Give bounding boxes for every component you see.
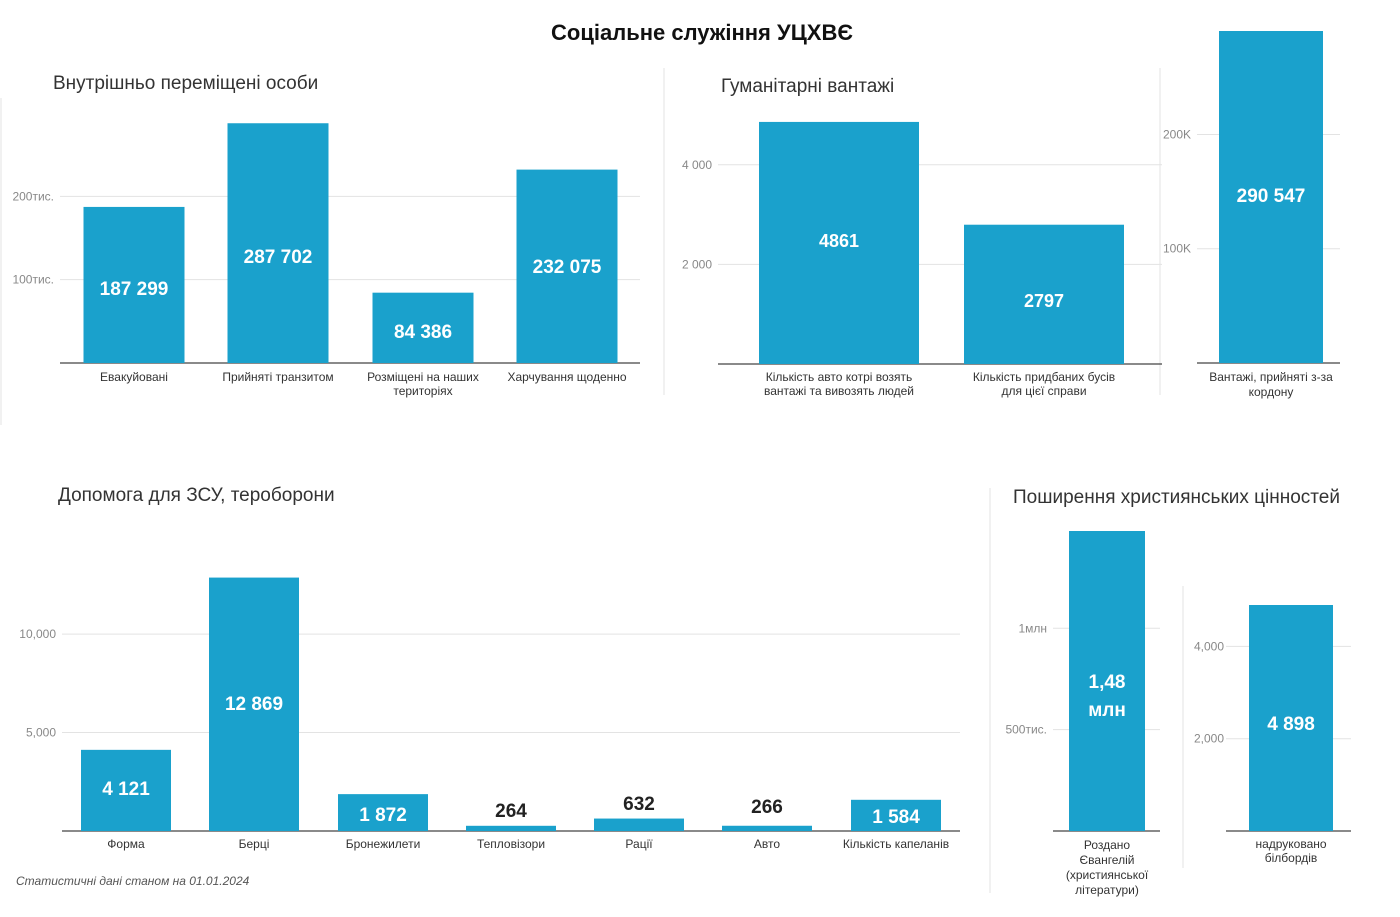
border-category-label: кордону [1249,385,1294,399]
cargo-bar[interactable] [759,121,919,364]
gospels-tick-label: 500тис. [1005,723,1047,737]
border-bar[interactable] [1219,31,1323,363]
vpo-category-label: територіях [393,384,452,398]
cargo-bar[interactable] [964,224,1124,364]
zsu-bar[interactable] [594,818,684,831]
vpo-value-label: 84 386 [394,322,452,343]
zsu-value-label: 4 121 [102,779,150,800]
zsu-value-label: 12 869 [225,694,283,715]
cargo-category-label: Кількість придбаних бусів [973,370,1115,384]
billboards-category-label: надруковано [1255,837,1326,851]
zsu-bar[interactable] [81,749,171,831]
vpo-category-label: Розміщені на наших [367,370,479,384]
zsu-category-label: Бронежилети [346,837,421,851]
gospels-category-label: літератури) [1075,883,1139,897]
zsu-bar[interactable] [466,825,556,831]
vpo-value-label: 187 299 [100,279,169,300]
vpo-category-label: Прийняті транзитом [222,370,333,384]
zsu-category-label: Кількість капеланів [843,837,949,851]
gospels-category-label: (християнської [1066,868,1149,882]
panel-title-vpo: Внутрішньо переміщені особи [53,73,318,94]
vpo-bar[interactable] [516,169,618,363]
vpo-bar[interactable] [372,292,474,363]
vpo-value-label: 232 075 [533,257,602,278]
border-value-label: 290 547 [1237,186,1306,207]
zsu-tick-label: 5,000 [26,726,56,740]
gospels-bar[interactable] [1069,531,1145,831]
billboards-value-label: 4 898 [1267,714,1315,735]
zsu-value-label: 266 [751,797,783,818]
zsu-category-label: Авто [754,837,780,851]
zsu-bar[interactable] [851,799,941,831]
footnote: Статистичні дані станом на 01.01.2024 [16,874,250,888]
billboards-tick-label: 2,000 [1194,732,1224,746]
cargo-tick-label: 4 000 [682,158,712,172]
cargo-category-label: вантажі та вивозять людей [764,384,914,398]
zsu-bar[interactable] [209,577,299,831]
border-category-label: Вантажі, прийняті з-за [1209,370,1333,384]
zsu-value-label: 264 [495,801,527,822]
cargo-category-label: для цієї справи [1001,384,1086,398]
cargo-category-label: Кількість авто котрі возять [766,370,913,384]
zsu-value-label: 1 584 [872,807,920,828]
border-tick-label: 100K [1163,242,1191,256]
vpo-tick-label: 200тис. [12,189,54,203]
zsu-tick-label: 10,000 [19,627,56,641]
gospels-category-label: Роздано [1084,838,1131,852]
cargo-value-label: 2797 [1024,291,1064,311]
charts-layer: 100тис. 200тис. 187 299 Евакуйовані 287 702 П… [12,31,1351,897]
zsu-bar[interactable] [338,794,428,831]
vpo-value-label: 287 702 [244,247,313,268]
border-tick-label: 200K [1163,127,1191,141]
cargo-value-label: 4861 [819,231,859,251]
billboards-bar[interactable] [1249,605,1333,831]
gospels-category-label: Євангелій [1080,853,1135,867]
gospels-value-label: 1,48 [1089,672,1126,693]
zsu-bar[interactable] [722,825,812,831]
vpo-bar[interactable] [227,123,329,363]
vpo-category-label: Харчування щоденно [507,370,626,384]
zsu-category-label: Рації [625,837,653,851]
cargo-tick-label: 2 000 [682,257,712,271]
vpo-bar[interactable] [83,206,185,363]
zsu-category-label: Берці [239,837,270,851]
panel-title-zsu: Допомога для ЗСУ, тероборони [58,485,335,506]
zsu-category-label: Тепловізори [477,837,545,851]
vpo-category-label: Евакуйовані [100,370,168,384]
gospels-value-label: млн [1088,700,1126,721]
zsu-category-label: Форма [107,837,145,851]
panel-title-values: Поширення християнських цінностей [1013,487,1340,508]
billboards-category-label: білбордів [1265,851,1318,865]
vpo-tick-label: 100тис. [12,273,54,287]
zsu-value-label: 1 872 [359,805,407,826]
dashboard-title: Соціальне служіння УЦХВЄ [551,20,853,45]
gospels-tick-label: 1млн [1018,621,1047,635]
zsu-value-label: 632 [623,794,655,815]
panel-title-cargo: Гуманітарні вантажі [721,76,894,97]
billboards-tick-label: 4,000 [1194,639,1224,653]
